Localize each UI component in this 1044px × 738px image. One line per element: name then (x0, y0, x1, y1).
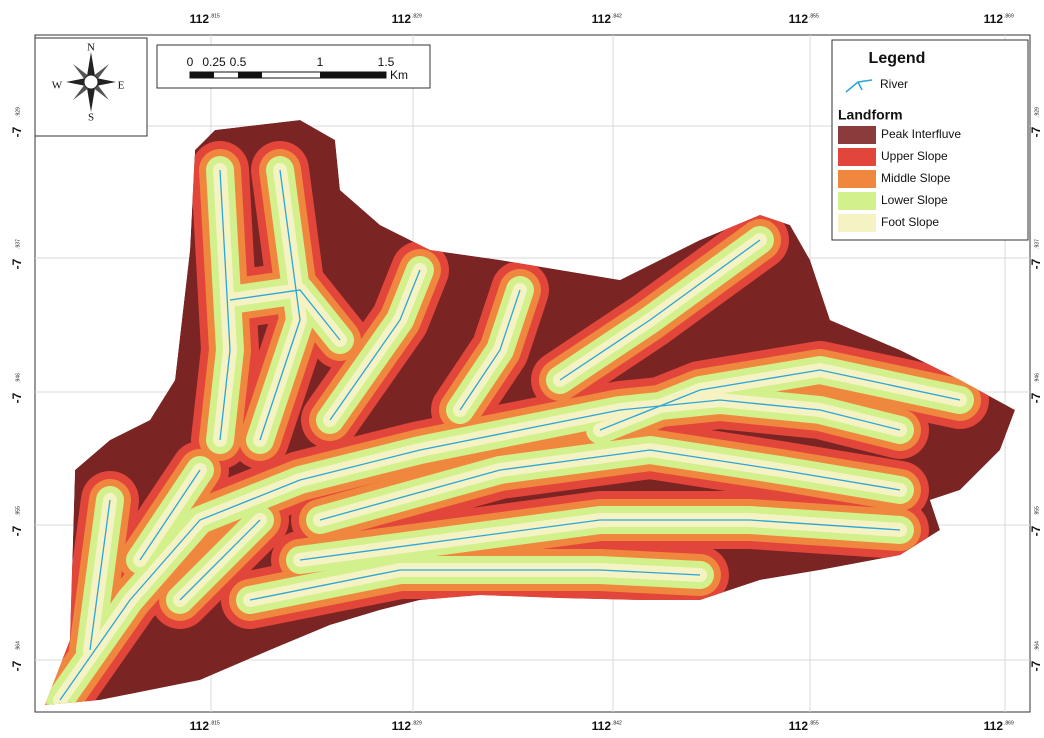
grid-label: 112 (190, 12, 210, 26)
grid-label-sup: .815 (210, 13, 220, 19)
grid-label-sup: .955 (1034, 506, 1040, 516)
scale-tick-label: 1.5 (378, 55, 395, 69)
grid-label-sup: .946 (15, 373, 21, 383)
legend-swatch (838, 148, 876, 166)
south-label: S (88, 112, 94, 124)
grid-label-sup: .955 (15, 506, 21, 516)
grid-label-sup: .855 (809, 720, 819, 726)
north-label: N (87, 42, 95, 54)
grid-label-sup: .964 (1034, 641, 1040, 651)
grid-label-sup: .842 (612, 13, 622, 19)
legend-river: River (880, 77, 908, 91)
grid-label: 112 (789, 719, 809, 733)
grid-label-sup: .869 (1004, 720, 1014, 726)
legend-label: Lower Slope (881, 193, 948, 207)
grid-label: -7 (10, 126, 24, 137)
grid-label: -7 (10, 258, 24, 269)
grid-label-sup: .937 (1034, 239, 1040, 249)
grid-label-sup: .869 (1004, 13, 1014, 19)
map-page: 112.815112.815112.829112.829112.842112.8… (0, 0, 1044, 738)
grid-label: -7 (1029, 126, 1043, 137)
north-arrow: N S E W (35, 38, 147, 136)
grid-label-sup: .929 (1034, 107, 1040, 117)
legend-label: Foot Slope (881, 215, 939, 229)
grid-label: 112 (190, 719, 210, 733)
grid-label-sup: .842 (612, 720, 622, 726)
grid-label: -7 (1029, 258, 1043, 269)
grid-label-sup: .815 (210, 720, 220, 726)
grid-label-sup: .829 (412, 720, 422, 726)
scale-segment (238, 72, 262, 78)
grid-label: 112 (392, 12, 412, 26)
scale-tick-label: 0.5 (230, 55, 247, 69)
grid-label-sup: .964 (15, 641, 21, 651)
grid-label: -7 (1029, 660, 1043, 671)
legend-swatch (838, 214, 876, 232)
grid-label-sup: .855 (809, 13, 819, 19)
west-label: W (52, 80, 63, 92)
legend-label: Peak Interfluve (881, 127, 961, 141)
scale-tick-label: 0.25 (202, 55, 226, 69)
scale-tick-label: 1 (317, 55, 324, 69)
legend: Legend River Landform Peak Interfluve Upp… (832, 40, 1028, 240)
grid-label: 112 (984, 719, 1004, 733)
legend-title: Legend (869, 50, 926, 67)
scale-segment (190, 72, 214, 78)
grid-label: 112 (592, 12, 612, 26)
scale-bar: Km 0 0.25 0.5 1 1.5 (157, 45, 430, 88)
legend-swatch (838, 192, 876, 210)
scale-tick-label: 0 (187, 55, 194, 69)
legend-swatch (838, 170, 876, 188)
arrow-center (84, 75, 98, 89)
grid-label-sup: .937 (15, 239, 21, 249)
grid-label: -7 (1029, 525, 1043, 536)
legend-section: Landform (838, 107, 903, 123)
grid-label: 112 (392, 719, 412, 733)
grid-label-sup: .929 (15, 107, 21, 117)
grid-label: -7 (10, 525, 24, 536)
legend-label: Upper Slope (881, 149, 948, 163)
legend-swatch (838, 126, 876, 144)
grid-label: -7 (10, 660, 24, 671)
scale-segment (320, 72, 386, 78)
east-label: E (118, 80, 125, 92)
grid-label-sup: .946 (1034, 373, 1040, 383)
grid-label: 112 (984, 12, 1004, 26)
grid-label: -7 (10, 392, 24, 403)
grid-label-sup: .829 (412, 13, 422, 19)
grid-label: 112 (789, 12, 809, 26)
scale-unit: Km (390, 68, 408, 82)
grid-label: -7 (1029, 392, 1043, 403)
grid-label: 112 (592, 719, 612, 733)
legend-label: Middle Slope (881, 171, 951, 185)
